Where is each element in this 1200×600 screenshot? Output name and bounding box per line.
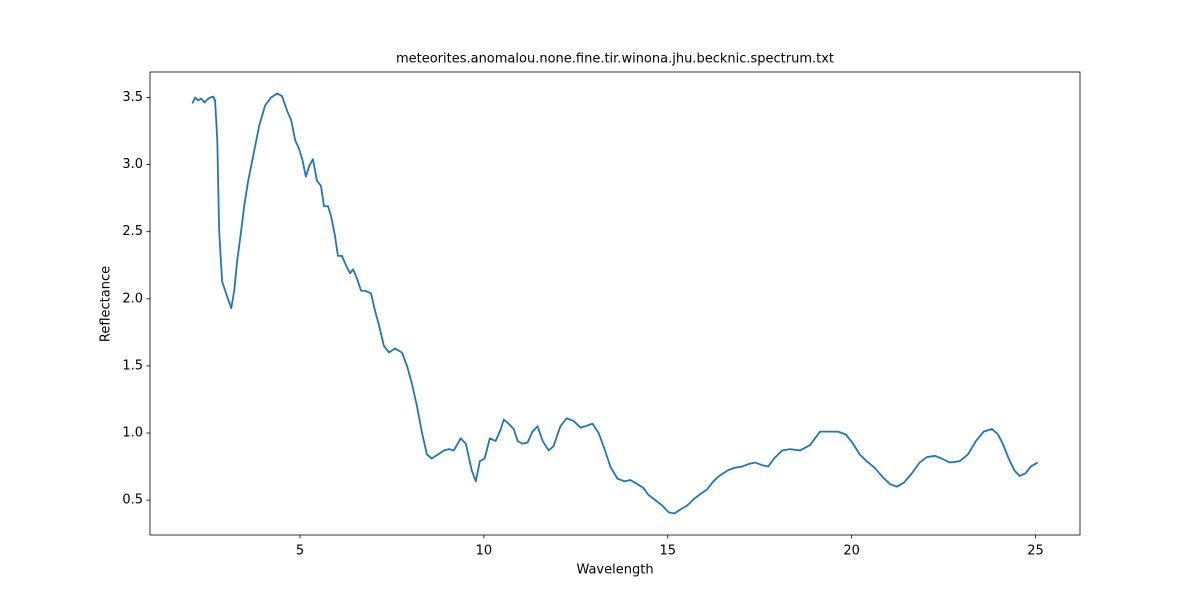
y-tick-label: 2.0	[122, 291, 143, 306]
y-tick-label: 1.5	[122, 358, 143, 373]
x-tick-label: 15	[659, 544, 676, 559]
x-tick-label: 25	[1027, 544, 1044, 559]
line-series	[191, 92, 1039, 515]
y-tick-label: 2.5	[122, 224, 143, 239]
y-tick-label: 0.5	[122, 493, 143, 508]
y-tick-label: 3.0	[122, 157, 143, 172]
y-axis-label: Reflectance	[99, 266, 114, 342]
axes-frame	[149, 71, 1081, 536]
x-tick-label: 10	[476, 544, 493, 559]
x-axis-label: Wavelength	[576, 563, 653, 578]
x-tick-label: 5	[296, 544, 304, 559]
x-tick-label: 20	[843, 544, 860, 559]
y-tick-label: 3.5	[122, 90, 143, 105]
y-tick-label: 1.0	[122, 426, 143, 441]
chart-title: meteorites.anomalou.none.fine.tir.winona…	[396, 52, 834, 67]
